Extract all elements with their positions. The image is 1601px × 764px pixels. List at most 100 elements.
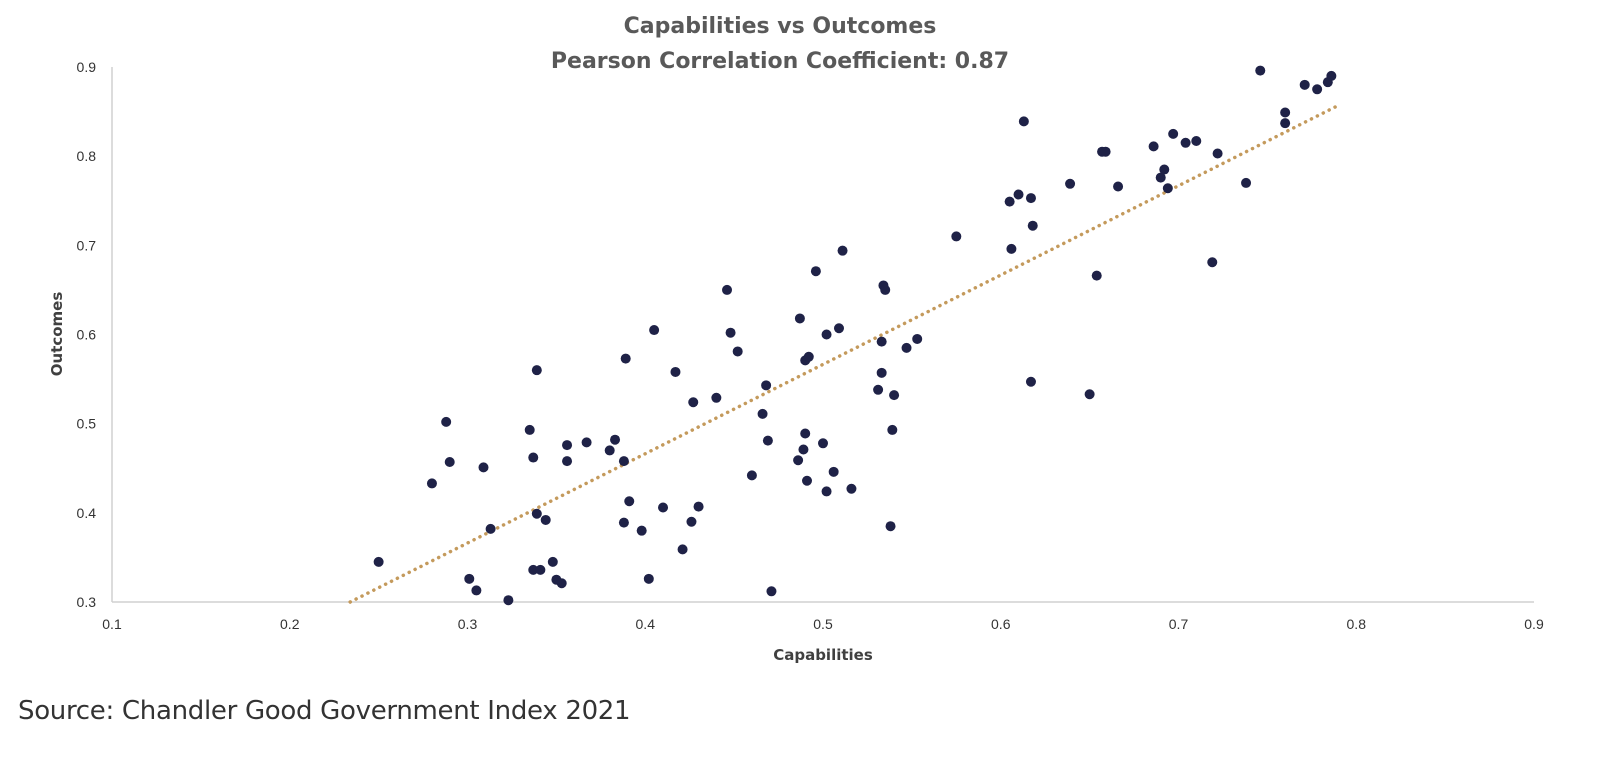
data-point bbox=[528, 452, 539, 463]
data-point bbox=[761, 380, 772, 391]
data-point bbox=[686, 516, 697, 527]
data-point bbox=[821, 486, 832, 497]
data-point bbox=[803, 351, 814, 362]
data-point bbox=[725, 327, 736, 338]
y-tick-label: 0.9 bbox=[77, 59, 97, 75]
data-point bbox=[1100, 146, 1111, 157]
data-point bbox=[889, 390, 900, 401]
data-point bbox=[535, 564, 546, 575]
data-point bbox=[373, 556, 384, 567]
data-point bbox=[670, 366, 681, 377]
data-point bbox=[1113, 181, 1124, 192]
trendline bbox=[348, 103, 1341, 604]
data-point bbox=[746, 470, 757, 481]
data-point bbox=[1326, 70, 1337, 81]
data-point bbox=[531, 365, 542, 376]
data-point bbox=[798, 444, 809, 455]
data-point bbox=[1299, 79, 1310, 90]
data-point bbox=[503, 595, 514, 606]
data-point bbox=[441, 416, 452, 427]
x-axis-label: Capabilities bbox=[773, 646, 873, 664]
data-point bbox=[677, 544, 688, 555]
y-tick-label: 0.8 bbox=[77, 148, 97, 164]
data-point bbox=[1025, 193, 1036, 204]
data-point bbox=[624, 496, 635, 507]
data-point bbox=[800, 428, 811, 439]
data-point bbox=[912, 333, 923, 344]
data-point bbox=[732, 346, 743, 357]
data-point bbox=[426, 478, 437, 489]
data-point bbox=[876, 336, 887, 347]
x-tick-label: 0.3 bbox=[458, 616, 478, 632]
data-point bbox=[604, 445, 615, 456]
data-point bbox=[485, 523, 496, 534]
data-point bbox=[766, 586, 777, 597]
data-point bbox=[833, 323, 844, 334]
data-point bbox=[643, 573, 654, 584]
data-point bbox=[1241, 177, 1252, 188]
data-point bbox=[821, 329, 832, 340]
data-point bbox=[444, 457, 455, 468]
x-tick-label: 0.9 bbox=[1524, 616, 1544, 632]
source-note: Source: Chandler Good Government Index 2… bbox=[18, 696, 631, 726]
data-point bbox=[1027, 220, 1038, 231]
y-axis-label: Outcomes bbox=[48, 292, 66, 377]
data-point bbox=[1148, 141, 1159, 152]
data-point bbox=[1212, 148, 1223, 159]
x-tick-label: 0.7 bbox=[1169, 616, 1189, 632]
data-point bbox=[1084, 389, 1095, 400]
x-tick-labels: 0.1 0.2 0.3 0.4 0.5 0.6 0.7 0.8 0.9 bbox=[102, 616, 1544, 632]
x-tick-label: 0.2 bbox=[280, 616, 300, 632]
data-point bbox=[757, 408, 768, 419]
data-point bbox=[873, 384, 884, 395]
y-tick-label: 0.5 bbox=[77, 416, 97, 432]
data-point bbox=[885, 521, 896, 532]
data-point bbox=[828, 466, 839, 477]
data-point bbox=[818, 438, 828, 449]
data-point bbox=[1180, 137, 1191, 148]
data-point bbox=[610, 434, 621, 445]
data-point bbox=[794, 313, 805, 324]
data-point bbox=[837, 245, 848, 256]
data-point bbox=[1255, 65, 1266, 76]
data-point bbox=[531, 508, 542, 519]
y-tick-label: 0.4 bbox=[77, 505, 97, 521]
y-tick-label: 0.7 bbox=[77, 237, 97, 253]
data-point bbox=[1162, 183, 1173, 194]
data-point bbox=[901, 342, 912, 353]
data-point bbox=[951, 231, 962, 242]
x-tick-label: 0.4 bbox=[636, 616, 656, 632]
data-point bbox=[556, 578, 567, 589]
data-point bbox=[618, 456, 629, 467]
data-point bbox=[688, 397, 699, 408]
data-point bbox=[1280, 107, 1291, 118]
data-points bbox=[373, 65, 1337, 606]
data-point bbox=[1168, 128, 1179, 139]
data-point bbox=[540, 514, 551, 525]
data-point bbox=[1191, 136, 1202, 147]
data-point bbox=[1013, 189, 1024, 200]
data-point bbox=[618, 517, 629, 528]
data-point bbox=[524, 424, 535, 435]
data-point bbox=[887, 424, 898, 435]
data-point bbox=[562, 440, 573, 451]
chart-title: Capabilities vs Outcomes bbox=[624, 14, 937, 39]
data-point bbox=[636, 525, 647, 536]
data-point bbox=[880, 284, 891, 295]
data-point bbox=[1091, 270, 1102, 281]
data-point bbox=[547, 556, 558, 567]
x-tick-label: 0.5 bbox=[813, 616, 833, 632]
data-point bbox=[620, 353, 631, 364]
data-point bbox=[1025, 376, 1036, 387]
data-point bbox=[562, 456, 573, 467]
data-point bbox=[658, 502, 669, 513]
data-point bbox=[1006, 243, 1017, 254]
data-point bbox=[846, 483, 857, 494]
data-point bbox=[802, 475, 813, 486]
y-tick-labels: 0.9 0.8 0.7 0.6 0.5 0.4 0.3 bbox=[77, 59, 97, 610]
data-point bbox=[1155, 172, 1166, 183]
chart-subtitle: Pearson Correlation Coefficient: 0.87 bbox=[551, 49, 1009, 74]
data-point bbox=[581, 437, 592, 448]
y-tick-label: 0.3 bbox=[77, 594, 97, 610]
